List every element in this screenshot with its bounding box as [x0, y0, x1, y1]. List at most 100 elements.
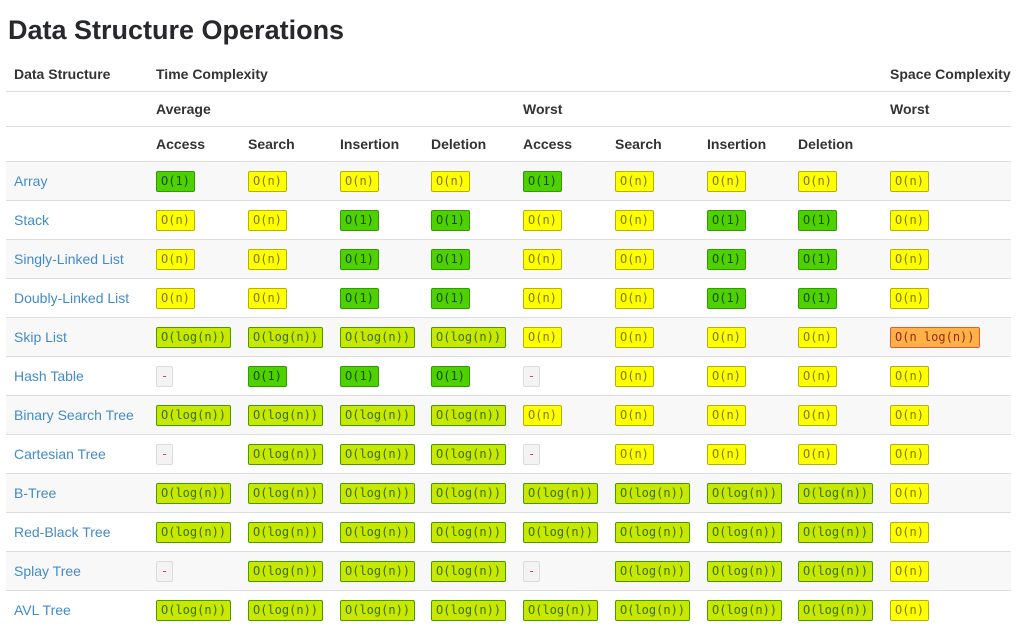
complexity-badge-yellow: O(n) [890, 521, 929, 543]
data-structure-link-stack[interactable]: Stack [14, 212, 50, 228]
complexity-badge-yellowgreen: O(log(n)) [431, 443, 507, 465]
complexity-badge-yellow: O(n) [615, 248, 654, 270]
complexity-badge-yellow: O(n) [798, 443, 837, 465]
data-structure-link-cartesian-tree[interactable]: Cartesian Tree [14, 446, 106, 462]
complexity-badge-yellow: O(n) [798, 404, 837, 426]
complexity-badge-yellowgreen: O(log(n)) [248, 560, 324, 582]
complexity-badge-green: O(1) [340, 365, 379, 387]
complexity-badge-yellowgreen: O(log(n)) [707, 482, 783, 504]
complexity-cell: O(log(n)) [790, 473, 883, 513]
data-structure-link-red-black-tree[interactable]: Red-Black Tree [14, 524, 111, 540]
complexity-badge-green: O(1) [340, 287, 379, 309]
data-structure-link-doubly-linked-list[interactable]: Doubly-Linked List [14, 290, 130, 306]
complexity-cell: O(log(n)) [240, 434, 332, 474]
complexity-badge-yellowgreen: O(log(n)) [340, 521, 416, 543]
complexity-cell: O(n) [790, 395, 883, 435]
table-header: Data Structure Time Complexity Space Com… [6, 57, 1011, 162]
complexity-cell: O(n) [240, 200, 332, 240]
complexity-badge-yellow: O(n) [248, 209, 287, 231]
complexity-cell: O(1) [423, 278, 515, 318]
table-row-skip-list: Skip List O(log(n)) O(log(n)) O(log(n)) O(lo… [6, 317, 1011, 357]
complexity-cell: O(1) [240, 356, 332, 396]
data-structure-link-hash-table[interactable]: Hash Table [14, 368, 84, 384]
complexity-cell: O(log(n)) [607, 473, 699, 513]
data-structure-link-b-tree[interactable]: B-Tree [14, 485, 57, 501]
complexity-cell: O(log(n)) [423, 551, 515, 591]
complexity-badge-yellow: O(n) [615, 209, 654, 231]
complexity-cell: O(n) [699, 356, 790, 396]
complexity-cell: O(log(n)) [332, 317, 423, 357]
row-name-cell: Singly-Linked List [6, 239, 148, 279]
complexity-cell: O(log(n)) [699, 512, 790, 552]
complexity-badge-na: - [156, 560, 174, 582]
complexity-badge-yellow: O(n) [523, 209, 562, 231]
data-structure-link-avl-tree[interactable]: AVL Tree [14, 602, 71, 618]
complexity-badge-yellow: O(n) [707, 170, 746, 192]
complexity-badge-yellow: O(n) [890, 560, 929, 582]
complexity-cell: O(1) [790, 200, 883, 240]
complexity-cell: O(n) [790, 161, 883, 201]
complexity-badge-yellow: O(n) [615, 287, 654, 309]
complexity-badge-yellowgreen: O(log(n)) [248, 521, 324, 543]
complexity-cell: O(n) [607, 278, 699, 318]
complexity-badge-yellow: O(n) [615, 404, 654, 426]
complexity-badge-yellow: O(n) [248, 170, 287, 192]
complexity-badge-yellowgreen: O(log(n)) [248, 326, 324, 348]
complexity-badge-yellowgreen: O(log(n)) [523, 482, 599, 504]
data-structure-link-skip-list[interactable]: Skip List [14, 329, 67, 345]
complexity-badge-yellow: O(n) [615, 443, 654, 465]
complexity-cell: O(n) [699, 434, 790, 474]
complexity-cell: O(n) [790, 434, 883, 474]
complexity-cell: O(log(n)) [332, 551, 423, 591]
complexity-cell: O(1) [332, 356, 423, 396]
complexity-badge-yellowgreen: O(log(n)) [615, 599, 691, 621]
col-header-worst-search: Search [607, 126, 699, 162]
complexity-badge-yellow: O(n) [431, 170, 470, 192]
col-header-avg-access: Access [148, 126, 240, 162]
complexity-badge-yellowgreen: O(log(n)) [707, 560, 783, 582]
row-name-cell: Hash Table [6, 356, 148, 396]
header-row-operations: Access Search Insertion Deletion Access … [6, 126, 1011, 162]
complexity-cell: O(log(n)) [790, 590, 883, 629]
data-structure-link-splay-tree[interactable]: Splay Tree [14, 563, 81, 579]
complexity-badge-green: O(1) [798, 287, 837, 309]
complexity-badge-yellowgreen: O(log(n)) [340, 482, 416, 504]
data-structure-link-array[interactable]: Array [14, 173, 48, 189]
data-structure-link-singly-linked-list[interactable]: Singly-Linked List [14, 251, 124, 267]
complexity-cell: O(log(n)) [148, 512, 240, 552]
col-header-space-worst: Worst [882, 91, 1011, 127]
complexity-badge-yellowgreen: O(log(n)) [340, 404, 416, 426]
complexity-badge-yellowgreen: O(log(n)) [340, 560, 416, 582]
complexity-badge-yellowgreen: O(log(n)) [431, 482, 507, 504]
table-row-array: Array O(1) O(n) O(n) O(n) O(1) O(n) O(n) O(n) O(n… [6, 161, 1011, 201]
complexity-cell: O(n) [882, 512, 1011, 552]
complexity-cell: O(log(n)) [423, 434, 515, 474]
row-name-cell: Red-Black Tree [6, 512, 148, 552]
complexity-badge-yellow: O(n) [523, 287, 562, 309]
complexity-cell: - [515, 551, 607, 591]
complexity-cell: O(n) [882, 161, 1011, 201]
complexity-cell: O(n) [240, 278, 332, 318]
complexity-badge-na: - [523, 560, 541, 582]
complexity-badge-yellowgreen: O(log(n)) [431, 404, 507, 426]
complexity-cell: O(log(n)) [148, 317, 240, 357]
complexity-badge-yellowgreen: O(log(n)) [615, 560, 691, 582]
complexity-cell: O(log(n)) [607, 590, 699, 629]
complexity-cell: - [148, 434, 240, 474]
data-structure-link-binary-search-tree[interactable]: Binary Search Tree [14, 407, 134, 423]
row-name-cell: B-Tree [6, 473, 148, 513]
complexity-cell: O(n) [607, 395, 699, 435]
complexity-badge-yellow: O(n) [523, 248, 562, 270]
row-name-cell: Stack [6, 200, 148, 240]
complexity-badge-yellow: O(n) [890, 287, 929, 309]
complexity-cell: O(log(n)) [148, 590, 240, 629]
complexity-badge-yellowgreen: O(log(n)) [707, 599, 783, 621]
table-row-doubly-linked-list: Doubly-Linked List O(n) O(n) O(1) O(1) O(n) O(… [6, 278, 1011, 318]
header-row-groups: Data Structure Time Complexity Space Com… [6, 57, 1011, 92]
complexity-cell: O(n) [882, 200, 1011, 240]
col-header-worst: Worst [515, 91, 883, 127]
complexity-cell: O(1) [423, 200, 515, 240]
complexity-badge-yellow: O(n) [707, 404, 746, 426]
complexity-badge-yellowgreen: O(log(n)) [431, 326, 507, 348]
complexity-badge-yellow: O(n) [890, 365, 929, 387]
